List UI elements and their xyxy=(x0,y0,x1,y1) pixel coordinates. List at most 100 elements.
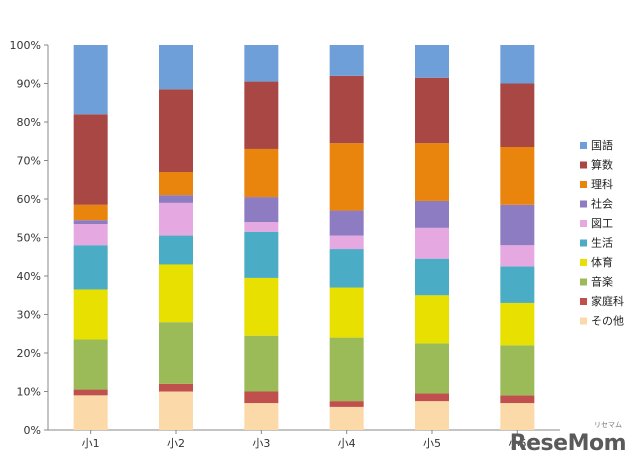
bar-segment xyxy=(500,266,535,303)
bar-segment xyxy=(329,287,364,338)
bar-segment xyxy=(73,224,108,246)
bar-segment xyxy=(244,335,279,392)
legend-label: 音楽 xyxy=(591,275,613,289)
bars xyxy=(73,45,535,430)
bar-segment xyxy=(244,148,279,198)
bar-segment xyxy=(73,395,108,430)
bar-segment xyxy=(500,302,535,346)
legend-swatch xyxy=(580,278,587,286)
bar-segment xyxy=(73,220,108,225)
legend-swatch xyxy=(580,317,587,325)
y-tick-label: 30% xyxy=(17,309,41,322)
bar-segment xyxy=(159,45,193,90)
bar-segment xyxy=(415,200,449,228)
legend-label: 生活 xyxy=(591,236,613,250)
x-tick-label: 小3 xyxy=(252,437,270,450)
legend-label: 家庭科 xyxy=(591,294,624,308)
bar-segment xyxy=(73,204,108,221)
legend-swatch xyxy=(580,200,587,208)
legend-label: 図工 xyxy=(591,217,613,230)
bar-segment xyxy=(244,222,279,232)
legend-swatch xyxy=(580,239,587,247)
bar-segment xyxy=(329,235,364,250)
legend-swatch xyxy=(580,220,587,227)
bar-segment xyxy=(73,245,108,290)
bar-segment xyxy=(159,391,193,430)
bar-segment xyxy=(244,277,279,336)
bar-segment xyxy=(500,45,535,84)
y-tick-label: 0% xyxy=(24,424,41,437)
bar-segment xyxy=(159,202,193,236)
legend-swatch xyxy=(580,181,587,188)
legend-label: 算数 xyxy=(591,158,613,172)
bar-segment xyxy=(329,406,364,430)
bar-segment xyxy=(415,295,449,344)
bar-segment xyxy=(73,339,108,390)
bar-segment xyxy=(415,258,449,296)
legend-label: 国語 xyxy=(591,138,613,152)
bar-segment xyxy=(329,401,364,407)
bar-segment xyxy=(415,77,449,144)
bar-segment xyxy=(244,45,279,82)
bar-segment xyxy=(159,322,193,384)
bar-segment xyxy=(415,45,449,78)
legend-label: 社会 xyxy=(591,197,613,211)
y-tick-label: 40% xyxy=(17,270,41,283)
bar-segment xyxy=(159,195,193,203)
bar-segment xyxy=(244,197,279,223)
legend-swatch xyxy=(580,298,587,305)
bar-segment xyxy=(415,143,449,201)
bar-segment xyxy=(500,245,535,267)
y-tick-label: 70% xyxy=(17,155,41,168)
legend-label: その他 xyxy=(591,315,624,328)
bar-segment xyxy=(329,210,364,236)
y-tick-label: 100% xyxy=(10,39,41,52)
bar-segment xyxy=(244,391,279,404)
bar-segment xyxy=(159,89,193,173)
y-tick-label: 60% xyxy=(17,193,41,206)
bar-segment xyxy=(415,227,449,259)
x-tick-label: 小6 xyxy=(508,437,526,450)
legend-swatch xyxy=(580,142,587,149)
bar-segment xyxy=(73,114,108,205)
y-axis: 0% 10% 20% 30% 40% 50% 60% 70% 80% 90% 100% xyxy=(10,39,560,437)
bar-segment xyxy=(159,172,193,196)
bar-segment xyxy=(244,231,279,278)
watermark-logo: ReseMom xyxy=(509,431,627,456)
bar-segment xyxy=(329,249,364,288)
bar-segment xyxy=(73,45,108,115)
y-tick-label: 20% xyxy=(17,347,41,360)
x-tick-label: 小5 xyxy=(423,437,441,450)
bar-segment xyxy=(500,403,535,430)
bar-segment xyxy=(329,45,364,76)
watermark-small: リセマム xyxy=(594,421,622,429)
bar-segment xyxy=(415,401,449,430)
x-tick-label: 小2 xyxy=(167,437,185,450)
bar-segment xyxy=(500,345,535,396)
y-tick-label: 10% xyxy=(17,386,41,399)
y-tick-label: 50% xyxy=(17,232,41,245)
bar-segment xyxy=(73,389,108,396)
bar-segment xyxy=(73,289,108,340)
bar-segment xyxy=(244,403,279,430)
bar-segment xyxy=(159,264,193,323)
bar-segment xyxy=(244,81,279,149)
bar-segment xyxy=(329,337,364,402)
legend-label: 理科 xyxy=(591,177,613,191)
x-axis-labels: 小1 小2 小3 小4 小5 小6 xyxy=(82,430,526,450)
bar-segment xyxy=(329,75,364,144)
bar-segment xyxy=(500,147,535,205)
legend-swatch xyxy=(580,161,587,169)
y-tick-label: 80% xyxy=(17,116,41,129)
bar-segment xyxy=(415,343,449,394)
x-tick-label: 小1 xyxy=(82,437,100,450)
bar-segment xyxy=(500,204,535,246)
x-tick-label: 小4 xyxy=(338,437,356,450)
bar-segment xyxy=(500,395,535,404)
legend-label: 体育 xyxy=(591,255,613,269)
legend-swatch xyxy=(580,259,587,266)
y-tick-label: 90% xyxy=(17,78,41,91)
